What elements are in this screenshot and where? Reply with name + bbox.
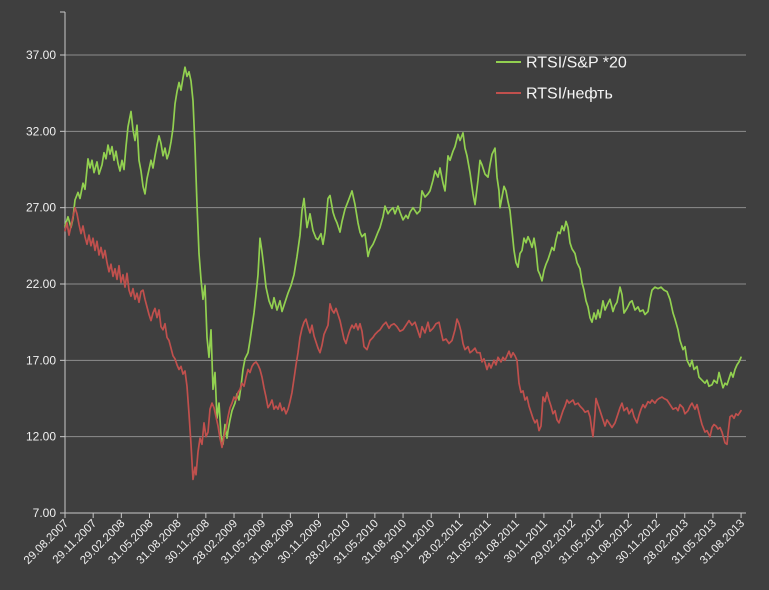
legend-label: RTSI/S&P *20 (526, 55, 627, 72)
legend-label: RTSI/нефть (526, 86, 613, 103)
series-line-rtsi-sp (64, 66, 742, 446)
legend-entry: RTSI/S&P *20 (496, 55, 627, 72)
y-tick-label: 27.00 (26, 201, 56, 215)
series-line-rtsi-oil (64, 206, 742, 481)
y-tick-label: 12.00 (26, 430, 56, 444)
legend-entry: RTSI/нефть (496, 86, 613, 103)
series-lines (64, 66, 742, 481)
y-tick-label: 22.00 (26, 277, 56, 291)
y-tick-label: 37.00 (26, 48, 56, 62)
y-tick-label: 7.00 (33, 506, 57, 520)
axes (60, 11, 746, 518)
y-tick-label: 32.00 (26, 124, 56, 138)
gridlines (65, 54, 746, 438)
y-tick-label: 17.00 (26, 353, 56, 367)
legend: RTSI/S&P *20 RTSI/нефть (496, 55, 627, 103)
